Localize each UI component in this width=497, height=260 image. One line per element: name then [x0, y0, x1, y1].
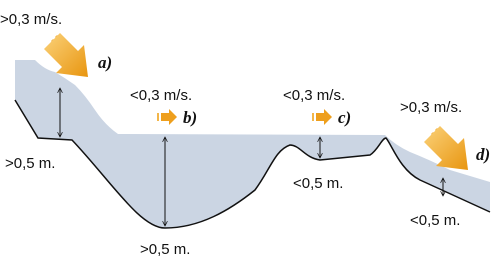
flow-arrow-large — [44, 33, 88, 77]
depth-label: >0,5 m. — [5, 155, 55, 172]
depth-label: <0,5 m. — [293, 175, 343, 192]
depth-label: >0,5 m. — [140, 241, 190, 258]
diagram: >0,3 m/s. a) >0,5 m. <0,3 m/s. b) >0,5 m… — [0, 0, 497, 260]
speed-label: <0,3 m/s. — [283, 87, 345, 104]
speed-label: >0,3 m/s. — [400, 99, 462, 116]
zone-letter: d) — [476, 145, 490, 164]
zone-letter: a) — [98, 53, 112, 72]
speed-label: >0,3 m/s. — [0, 11, 62, 28]
flow-arrow-small — [157, 109, 177, 125]
flow-arrow-small — [312, 109, 332, 125]
water — [15, 60, 490, 228]
depth-label: <0,5 m. — [410, 212, 460, 229]
zone-letter: c) — [338, 108, 351, 127]
speed-label: <0,3 m/s. — [130, 87, 192, 104]
zone-letter: b) — [183, 108, 197, 127]
